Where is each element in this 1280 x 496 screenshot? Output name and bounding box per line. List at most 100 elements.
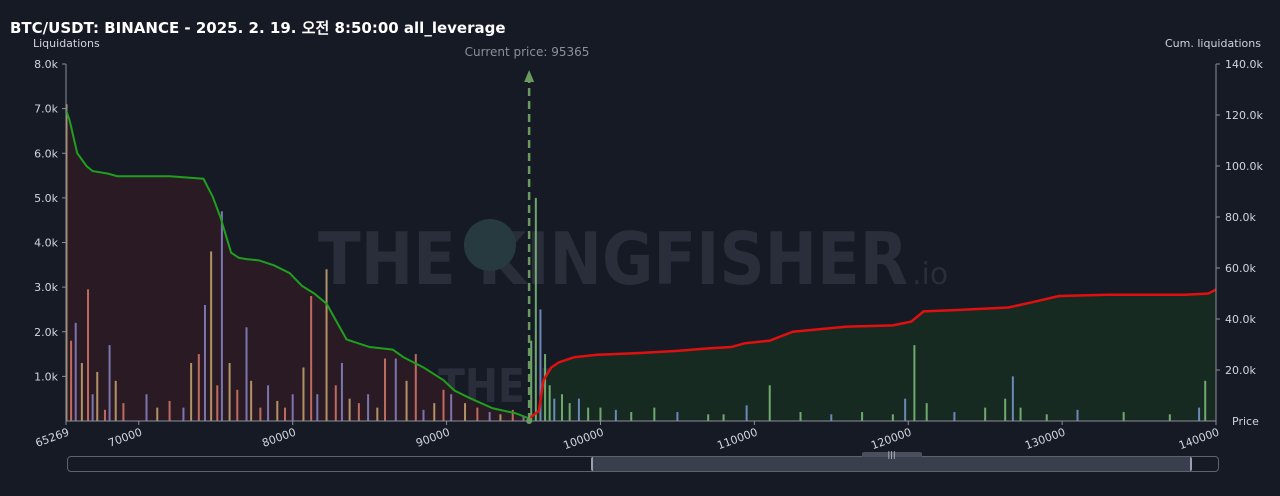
liquidation-bar	[283, 407, 286, 421]
x-tick-label: 120000	[869, 426, 913, 453]
liquidation-bar	[156, 407, 159, 421]
liquidation-bar	[1122, 412, 1125, 421]
y-right-tick-label: 140.0k	[1225, 58, 1263, 71]
liquidation-bar	[544, 354, 547, 421]
liquidation-bar	[433, 403, 436, 421]
y-left-tick-label: 7.0k	[34, 103, 58, 116]
liquidation-bar	[891, 414, 894, 421]
y-right-tick-label: 80.0k	[1225, 211, 1256, 224]
y-right-tick-label: 60.0k	[1225, 262, 1256, 275]
liquidation-bar	[325, 269, 328, 421]
liquidation-bar	[534, 197, 537, 421]
cum-short-line	[65, 109, 530, 420]
liquidation-bar	[830, 414, 833, 421]
liquidation-bar	[316, 394, 319, 421]
liquidation-bar	[539, 309, 542, 421]
range-scrollbar-thumb[interactable]: |||	[591, 451, 1192, 471]
cumulative-lines	[65, 109, 1217, 420]
liquidation-bar	[1168, 414, 1171, 421]
liquidation-bar	[722, 414, 725, 421]
liquidation-bar	[1198, 407, 1201, 421]
liquidation-bar	[384, 358, 387, 421]
liquidation-bar	[414, 354, 417, 421]
liquidation-bar	[96, 371, 99, 421]
chart-title: BTC/USDT: BINANCE - 2025. 2. 19. 오전 8:50…	[10, 19, 506, 37]
liquidation-bar	[548, 385, 551, 421]
current-price-dot	[526, 418, 533, 424]
liquidation-bar	[488, 412, 491, 421]
liquidation-bar	[74, 322, 77, 421]
range-scrollbar-grip[interactable]: |||	[861, 451, 922, 459]
liquidation-bar	[348, 398, 351, 421]
liquidation-bar	[267, 385, 270, 421]
liquidation-bar	[80, 362, 83, 421]
liquidation-bar	[599, 407, 602, 421]
liquidation-bar	[568, 403, 571, 421]
liquidation-bar	[340, 362, 343, 421]
liquidation-bar	[87, 289, 90, 421]
liquidation-bar	[577, 398, 580, 421]
liquidation-bar	[522, 416, 525, 421]
y-axis-left-label: Liquidations	[33, 37, 100, 50]
y-left-tick-label: 6.0k	[34, 147, 58, 160]
area-fills	[66, 109, 1216, 422]
range-scrollbar[interactable]: |||	[67, 451, 1219, 472]
liquidation-bar	[291, 394, 294, 421]
liquidation-bar	[228, 362, 231, 421]
x-tick-label: 70000	[106, 426, 143, 450]
x-tick-label: 90000	[414, 426, 451, 450]
liquidation-bar	[953, 412, 956, 421]
x-tick-label: 65269	[34, 426, 71, 450]
watermark-suffix-large: .io	[912, 257, 948, 292]
liquidation-bar	[276, 400, 279, 421]
axes: Liquidations Cum. liquidations Price 652…	[33, 37, 1263, 452]
y-right-tick-label: 100.0k	[1225, 160, 1263, 173]
liquidation-bar	[108, 345, 111, 421]
current-price-arrow	[524, 70, 535, 82]
liquidation-bar	[530, 340, 533, 421]
liquidation-bar	[302, 367, 305, 421]
liquidation-bar	[70, 340, 73, 421]
liquidation-bar	[190, 362, 193, 421]
y-left-tick-label: 4.0k	[34, 237, 58, 250]
liquidation-bar	[91, 394, 94, 421]
liquidation-bar	[745, 405, 748, 421]
liquidation-bar	[450, 394, 453, 421]
liquidation-bar	[210, 251, 213, 421]
liquidation-bar	[984, 407, 987, 421]
y-left-tick-label: 5.0k	[34, 192, 58, 205]
y-right-tick-label: 20.0k	[1225, 364, 1256, 377]
watermark-text-large: THE KINGFISHER	[318, 217, 908, 301]
liquidation-bar	[1204, 380, 1207, 421]
current-price-marker: Current price: 95365	[465, 45, 589, 424]
x-axis-label: Price	[1232, 415, 1259, 428]
y-axis-right-label: Cum. liquidations	[1165, 37, 1261, 50]
liquidation-bar	[250, 380, 253, 421]
x-tick-label: 100000	[562, 426, 606, 453]
liquidation-bar	[768, 385, 771, 421]
liquidation-bar	[707, 414, 710, 421]
liquidation-bar	[587, 407, 590, 421]
short-side-area	[66, 109, 530, 422]
liquidation-bar	[245, 327, 248, 421]
liquidation-bar	[464, 403, 467, 421]
y-right-tick-label: 120.0k	[1225, 109, 1263, 122]
long-side-area	[529, 289, 1216, 421]
liquidation-bar	[310, 296, 313, 421]
liquidation-bar	[1019, 407, 1022, 421]
y-right-tick-label: 40.0k	[1225, 313, 1256, 326]
liquidation-bar	[376, 407, 379, 421]
liquidation-bar	[122, 403, 125, 421]
liquidation-bar	[1004, 398, 1007, 421]
liquidation-bar	[182, 407, 185, 421]
liquidation-bar	[1011, 376, 1014, 421]
liquidation-bar	[925, 403, 928, 421]
liquidation-bar	[560, 394, 563, 421]
liquidation-bar	[367, 394, 370, 421]
liquidation-bar	[442, 389, 445, 421]
liquidation-bar	[114, 380, 117, 421]
liquidation-bar	[168, 400, 171, 421]
liquidation-bar	[476, 407, 479, 421]
y-left-tick-label: 2.0k	[34, 326, 58, 339]
liquidation-bar	[904, 398, 907, 421]
